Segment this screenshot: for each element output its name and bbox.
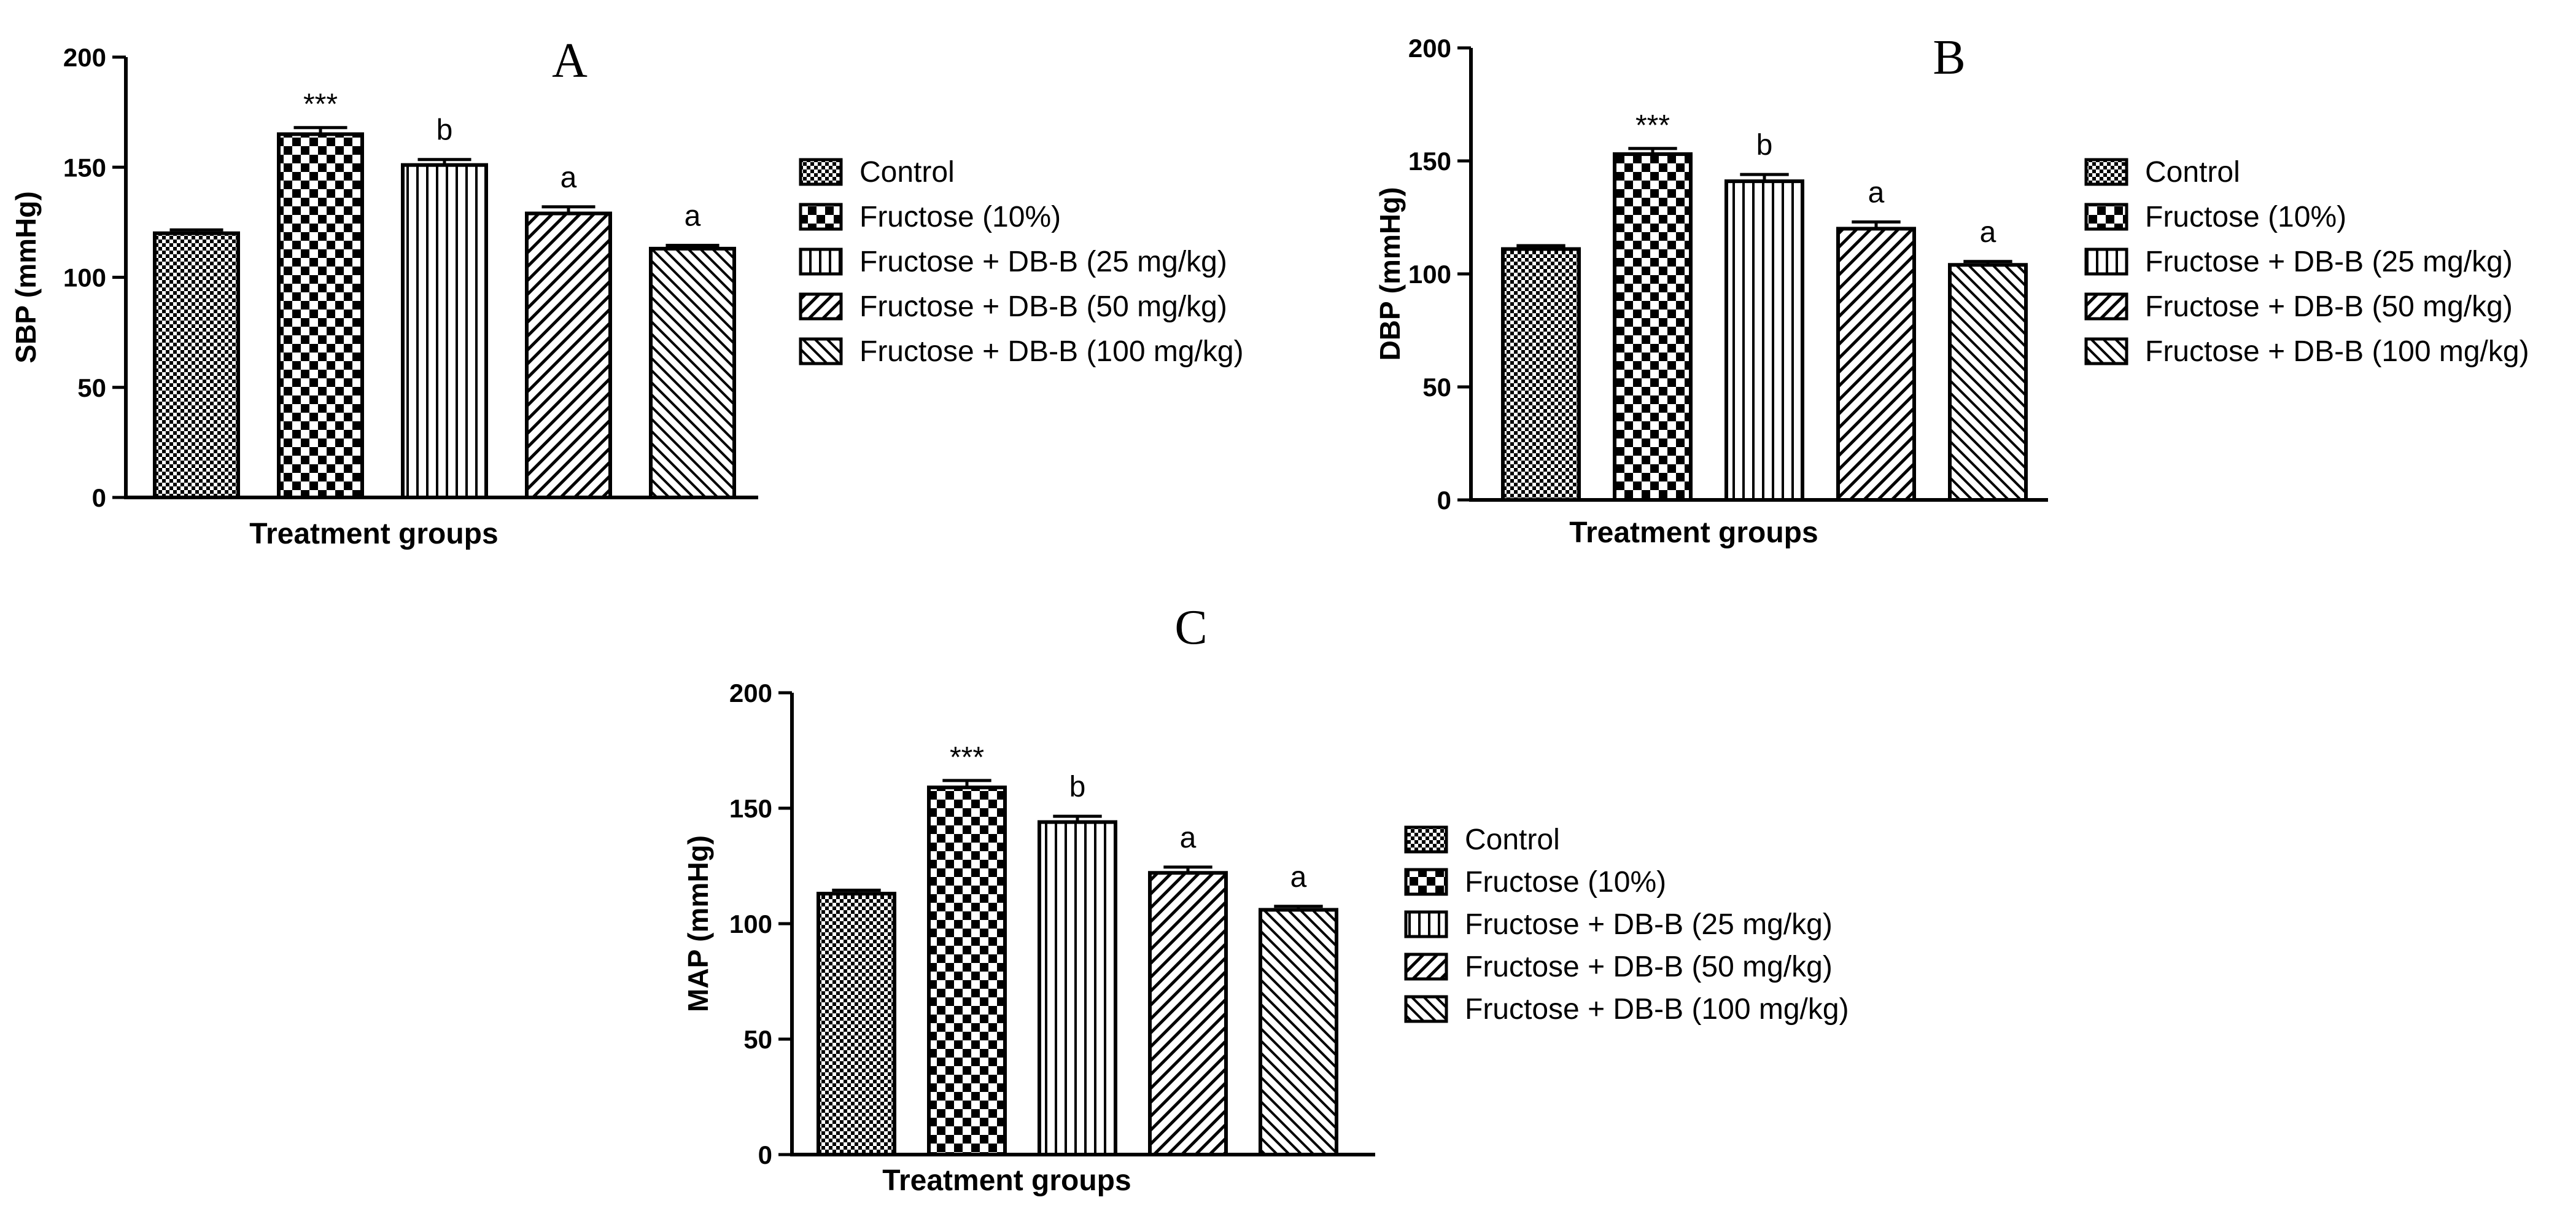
y-tick-label: 100 xyxy=(1408,260,1451,289)
bar xyxy=(649,246,736,499)
bar xyxy=(153,231,240,499)
x-axis-title: Treatment groups xyxy=(249,518,498,550)
legend-swatch xyxy=(2084,203,2128,231)
y-tick-label: 200 xyxy=(729,679,772,707)
significance-label: b xyxy=(436,114,453,147)
legend-swatch xyxy=(1404,868,1448,896)
bar xyxy=(1038,820,1117,1157)
bar xyxy=(927,785,1007,1157)
significance-label: *** xyxy=(1635,109,1670,142)
legend-swatch xyxy=(1404,995,1448,1023)
chart-panel-a: A *** b a a 0 50 100 150 200 SBP (mmHg) Treatment g… xyxy=(10,34,1244,550)
y-tick-label: 50 xyxy=(77,373,106,402)
panel-label: A xyxy=(552,34,588,88)
significance-label: *** xyxy=(303,88,338,121)
legend-label: Fructose + DB-B (100 mg/kg) xyxy=(859,335,1244,368)
legend-swatch xyxy=(2084,337,2128,365)
bar xyxy=(1836,227,1916,502)
significance-label: a xyxy=(561,162,577,194)
legend-label: Fructose + DB-B (50 mg/kg) xyxy=(2145,290,2513,323)
y-tick-label: 100 xyxy=(729,910,772,938)
chart-panel-c: C *** b a a 0 50 100 150 200 MAP (mmHg) Treatment g… xyxy=(682,601,1849,1197)
significance-label: a xyxy=(1980,216,1996,249)
y-tick-label: 0 xyxy=(1437,486,1451,515)
legend-label: Control xyxy=(1465,824,1560,856)
significance-label: a xyxy=(1290,861,1307,894)
significance-label: a xyxy=(1180,822,1197,854)
y-axis-title: MAP (mmHg) xyxy=(682,835,714,1012)
legend-label: Fructose + DB-B (100 mg/kg) xyxy=(2145,335,2529,368)
legend-label: Fructose (10%) xyxy=(2145,201,2346,233)
chart-panel-b: B *** b a a 0 50 100 150 200 DBP (mmHg) Treatment g… xyxy=(1374,31,2529,549)
y-axis-title: SBP (mmHg) xyxy=(10,191,42,363)
y-tick-label: 100 xyxy=(63,263,106,292)
legend-swatch xyxy=(799,247,843,276)
legend-swatch xyxy=(1404,953,1448,981)
legend-label: Fructose + DB-B (50 mg/kg) xyxy=(1465,951,1833,983)
significance-label: *** xyxy=(950,741,984,774)
panel-label: B xyxy=(1933,31,1965,85)
y-tick-label: 0 xyxy=(92,483,106,512)
x-axis-title: Treatment groups xyxy=(1569,516,1818,549)
y-tick-label: 150 xyxy=(1408,147,1451,176)
significance-label: a xyxy=(685,200,701,233)
bar xyxy=(817,892,896,1156)
y-tick-label: 200 xyxy=(63,43,106,72)
legend-swatch xyxy=(2084,292,2128,321)
legend-swatch xyxy=(799,292,843,321)
x-axis-title: Treatment groups xyxy=(882,1164,1131,1197)
legend-swatch xyxy=(2084,158,2128,186)
significance-label: b xyxy=(1069,771,1086,803)
legend-swatch xyxy=(2084,247,2128,276)
legend-swatch xyxy=(1404,910,1448,938)
legend-label: Fructose + DB-B (100 mg/kg) xyxy=(1465,993,1849,1026)
legend-label: Fructose (10%) xyxy=(859,201,1061,233)
legend-label: Control xyxy=(2145,156,2240,189)
y-tick-label: 150 xyxy=(63,153,106,182)
legend-label: Fructose + DB-B (25 mg/kg) xyxy=(1465,908,1833,941)
bar xyxy=(1613,152,1693,502)
legend-swatch xyxy=(1404,825,1448,854)
bar xyxy=(1148,871,1228,1157)
legend-label: Fructose (10%) xyxy=(1465,866,1666,898)
bar xyxy=(1948,263,2028,502)
legend-label: Control xyxy=(859,156,955,189)
bar xyxy=(525,211,612,499)
legend-label: Fructose + DB-B (50 mg/kg) xyxy=(859,290,1227,323)
y-tick-label: 0 xyxy=(758,1140,772,1169)
y-tick-label: 200 xyxy=(1408,34,1451,63)
significance-label: a xyxy=(1868,176,1885,209)
legend-swatch xyxy=(799,158,843,186)
legend-label: Fructose + DB-B (25 mg/kg) xyxy=(2145,246,2513,278)
y-tick-label: 150 xyxy=(729,794,772,823)
legend-swatch xyxy=(799,203,843,231)
bar xyxy=(1501,247,1581,502)
legend-swatch xyxy=(799,337,843,365)
significance-label: b xyxy=(1756,129,1773,162)
y-tick-label: 50 xyxy=(743,1025,772,1054)
y-tick-label: 50 xyxy=(1422,373,1451,402)
bar xyxy=(1259,908,1338,1156)
y-axis-title: DBP (mmHg) xyxy=(1374,187,1406,361)
panel-label: C xyxy=(1174,601,1207,655)
bar xyxy=(1724,179,1804,502)
bar xyxy=(277,132,364,500)
legend-label: Fructose + DB-B (25 mg/kg) xyxy=(859,246,1227,278)
bar xyxy=(401,163,488,500)
